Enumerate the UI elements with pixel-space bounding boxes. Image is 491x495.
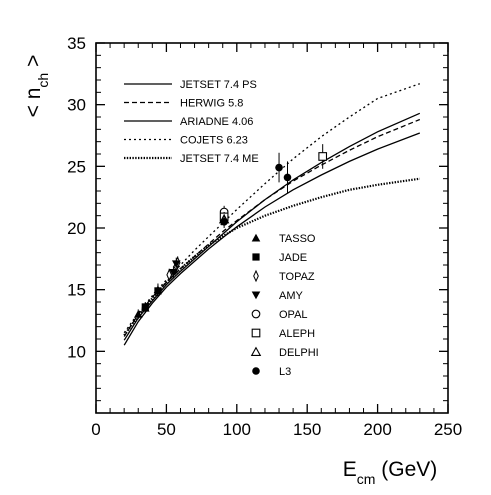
legend-marker-aleph [251,328,261,338]
legend-label-topaz: TOPAZ [279,271,315,283]
amy-data-point [171,260,181,269]
legend-marker-amy [251,291,261,300]
jade-data-point [141,303,149,311]
x-tick-label: 100 [223,420,251,439]
legend: JETSET 7.4 PS HERWIG 5.8 ARIADNE 4.06 COJET… [124,79,319,378]
series-line-2 [123,118,421,337]
legend-label-5: JETSET 7.4 ME [180,153,259,165]
series-line-4 [123,83,421,334]
x-tick-label: 250 [434,420,462,439]
l3-data-point [283,173,292,182]
legend-label-2: HERWIG 5.8 [180,98,243,110]
legend-marker-topaz [253,269,259,283]
series-line-3 [123,132,421,346]
legend-marker-jade [252,253,260,261]
plot-border [95,42,449,414]
topaz-data-point [166,268,173,282]
legend-label-aleph: ALEPH [279,328,315,340]
legend-marker-l3 [252,367,260,375]
l3-data-point [275,163,283,172]
x-tick-label: 0 [91,420,100,439]
legend-label-amy: AMY [279,290,304,302]
l3-data-point [220,218,228,226]
y-tick-label: 10 [67,342,86,361]
legend-marker-delphi [250,346,262,356]
plot-frame [95,42,449,414]
x-tick-label: 200 [363,420,391,439]
legend-label-delphi: DELPHI [279,347,319,359]
legend-label-1: JETSET 7.4 PS [180,79,257,91]
legend-label-jade: JADE [279,252,307,264]
y-tick-label: 30 [67,96,86,115]
x-axis-label: Ecm (GeV) [343,458,438,487]
y-tick-label: 25 [67,157,86,176]
experiment-points [133,144,328,320]
legend-label-tasso: TASSO [279,233,316,245]
x-tick-label: 50 [157,420,176,439]
x-tick-label: 150 [293,420,321,439]
y-tick-label: 20 [67,219,86,238]
tasso-data-point [133,310,143,318]
amy-data-point [169,268,178,277]
legend-label-3: ARIADNE 4.06 [180,116,253,128]
y-tick-label: 35 [67,34,86,53]
aleph-data-point [318,152,328,161]
legend-marker-opal [251,309,261,319]
jade-data-point [154,287,162,295]
legend-marker-tasso [251,233,261,242]
legend-label-opal: OPAL [279,309,308,321]
legend-label-l3: L3 [279,366,291,378]
axis-ticks: 0 50 100 150 200 250 10 15 20 25 30 35 [67,34,462,439]
model-curves [123,83,421,346]
legend-label-4: COJETS 6.23 [180,135,248,147]
y-axis-label: < nch > [22,55,51,118]
series-line-1 [123,112,421,341]
y-tick-label: 15 [67,281,86,300]
